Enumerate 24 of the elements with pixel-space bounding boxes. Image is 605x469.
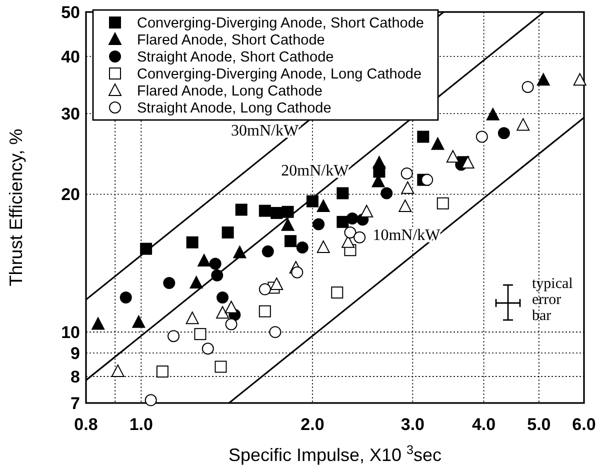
x-tick-label: 0.8 xyxy=(74,415,98,434)
y-tick-label: 50 xyxy=(61,2,80,22)
y-tick-label: 40 xyxy=(61,47,80,66)
y-tick-label: 30 xyxy=(61,104,80,124)
legend-label: Straight Anode, Long Cathode xyxy=(137,100,332,117)
annotation: typical error bar xyxy=(532,276,573,324)
y-tick-label: 20 xyxy=(61,185,80,204)
legend-label: Converging-Diverging Anode, Short Cathode xyxy=(137,16,424,32)
y-tick-label: 8 xyxy=(70,367,80,386)
x-tick-label: 5.0 xyxy=(527,415,551,434)
y-axis-title: Thrust Efficiency, % xyxy=(6,128,26,286)
legend-label: Straight Anode, Short Cathode xyxy=(137,50,334,66)
y-tick-label: 7 xyxy=(70,394,80,413)
x-tick-label: 1.0 xyxy=(129,415,153,434)
x-tick-label: 2.0 xyxy=(300,415,324,434)
y-tick-label: 10 xyxy=(61,323,80,342)
legend-label: Flared Anode, Long Cathode xyxy=(137,84,322,100)
legend-label: Converging-Diverging Anode, Long Cathode xyxy=(137,66,422,83)
legend-label: Flared Anode, Short Cathode xyxy=(137,32,325,49)
x-tick-label: 6.0 xyxy=(572,415,596,434)
x-tick-label: 4.0 xyxy=(472,415,496,434)
x-tick-label: 3.0 xyxy=(400,415,425,434)
y-tick-label: 9 xyxy=(70,344,80,363)
x-axis-title: Specific Impulse, X10 $^{3}$sec xyxy=(228,443,442,465)
